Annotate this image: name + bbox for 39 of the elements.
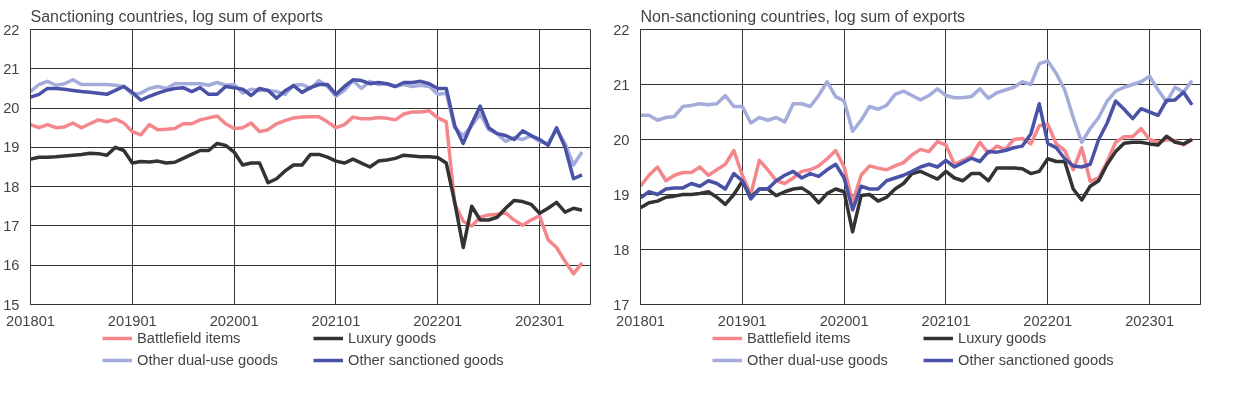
y-tick-label: 20 (613, 131, 630, 148)
x-tick-label: 202301 (515, 312, 565, 329)
line-series (640, 90, 1194, 212)
y-tick-label: 18 (3, 178, 20, 195)
x-tick-label: 201901 (107, 312, 157, 329)
legend-label: Battlefield items (747, 330, 852, 346)
x-tick-label: 202201 (1023, 312, 1073, 329)
legend-label: Other dual-use goods (747, 352, 889, 368)
y-tick-label: 18 (613, 241, 630, 258)
y-tick-label: 22 (613, 21, 630, 38)
y-tick-label: 19 (613, 186, 630, 203)
legend-label: Other dual-use goods (137, 352, 279, 368)
y-tick-label: 21 (3, 60, 20, 77)
legend-label: Luxury goods (348, 330, 437, 346)
chart-title: Sanctioning countries, log sum of exports (30, 7, 324, 25)
x-tick-label: 202201 (413, 312, 463, 329)
y-tick-label: 15 (3, 296, 20, 313)
x-tick-label: 201801 (6, 312, 55, 329)
y-tick-label: 20 (3, 100, 20, 117)
x-tick-label: 202101 (311, 312, 361, 329)
x-tick-label: 201901 (717, 312, 767, 329)
x-tick-label: 201801 (616, 312, 665, 329)
line-series (30, 109, 584, 276)
x-tick-label: 202101 (921, 312, 971, 329)
y-tick-label: 16 (3, 257, 20, 274)
chart-title: Non-sanctioning countries, log sum of exports (640, 7, 966, 25)
legend-label: Other sanctioned goods (958, 352, 1115, 368)
legend-label: Luxury goods (958, 330, 1047, 346)
line-series (640, 59, 1194, 144)
y-tick-label: 19 (3, 139, 20, 156)
y-tick-label: 22 (3, 21, 20, 38)
x-tick-label: 202001 (209, 312, 259, 329)
legend-label: Other sanctioned goods (348, 352, 505, 368)
y-tick-label: 17 (3, 217, 20, 234)
y-tick-label: 21 (613, 76, 630, 93)
legend-label: Battlefield items (137, 330, 242, 346)
x-tick-label: 202301 (1125, 312, 1175, 329)
x-tick-label: 202001 (819, 312, 869, 329)
y-tick-label: 17 (613, 296, 630, 313)
